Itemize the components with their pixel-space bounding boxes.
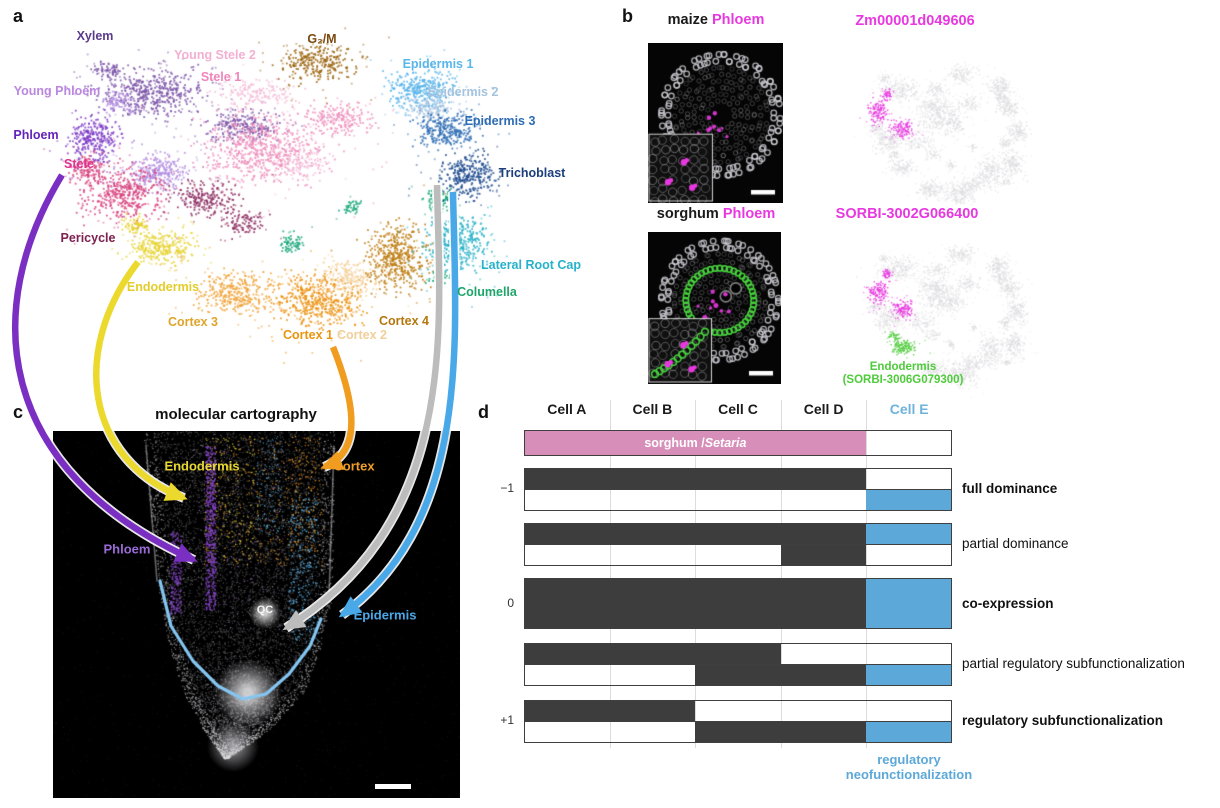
column-header-cell-c: Cell C xyxy=(718,401,758,417)
cluster-label-cortex-3: Cortex 3 xyxy=(167,315,219,329)
gridline xyxy=(609,400,611,748)
sorghum-gene-umap xyxy=(833,228,1090,403)
cartography-label-phloem: Phloem xyxy=(103,541,151,557)
dark-segment xyxy=(780,545,866,565)
dark-segment xyxy=(525,644,781,664)
gridline xyxy=(866,400,868,748)
fate-row-regulatory-subfunctionalization xyxy=(524,700,952,743)
dark-segment xyxy=(695,665,866,685)
copy-1-expression-bar xyxy=(524,468,952,490)
axis-label-full-dominance: −1 xyxy=(500,481,514,495)
copy-2-expression-bar xyxy=(524,664,952,686)
copy-1-expression-bar xyxy=(524,578,952,629)
cluster-label-columella: Columella xyxy=(457,285,517,299)
blue-segment xyxy=(865,579,951,628)
blue-segment xyxy=(865,665,951,685)
panel-d-diagram: Cell A Cell B Cell C Cell D Cell E sorghum /… xyxy=(500,400,1185,800)
cluster-label-cortex-1: Cortex 1 xyxy=(282,328,334,342)
sorghum-phloem-title: sorghum Phloem xyxy=(616,206,816,222)
sorghum-phloem-highlight: Phloem xyxy=(722,206,776,222)
axis-label-co-expression: 0 xyxy=(507,595,514,610)
fate-row-partial-regulatory-subfunctionalization xyxy=(524,643,952,686)
species-bar-row: sorghum / Setaria xyxy=(524,430,952,456)
fate-label-co-expression: co-expression xyxy=(962,595,1054,611)
cluster-label-epidermis-3: Epidermis 3 xyxy=(464,114,536,128)
panel-d-letter: d xyxy=(478,402,489,422)
panel-b-letter: b xyxy=(622,6,633,26)
copy-2-expression-bar xyxy=(524,544,952,566)
maize-label: maize xyxy=(667,12,708,28)
column-header-cell-b: Cell B xyxy=(632,401,673,417)
blue-segment xyxy=(865,722,951,742)
copy-1-expression-bar xyxy=(524,700,952,722)
footer-line2: neofunctionalization xyxy=(845,767,973,782)
fate-row-co-expression xyxy=(524,578,952,629)
cluster-label-stele: Stele xyxy=(64,157,94,171)
fate-row-full-dominance xyxy=(524,468,952,511)
sorghum-microscopy-image xyxy=(648,232,781,384)
dark-segment xyxy=(695,722,866,742)
panel-c-scale-bar xyxy=(375,784,411,789)
copy-1-expression-bar xyxy=(524,523,952,545)
cluster-label-xylem: Xylem xyxy=(76,29,114,43)
fate-label-partial-dominance: partial dominance xyxy=(962,536,1069,551)
copy-2-expression-bar xyxy=(524,721,952,743)
dark-segment xyxy=(525,701,696,721)
cluster-label-young-stele-2: Young Stele 2 xyxy=(174,48,256,62)
maize-microscopy-image xyxy=(648,43,783,203)
cartography-label-qc: QC xyxy=(256,604,274,616)
column-header-cell-a: Cell A xyxy=(547,401,587,417)
column-header-cell-e: Cell E xyxy=(889,401,929,417)
sorghum-label: sorghum xyxy=(656,206,719,222)
copy-1-expression-bar xyxy=(524,643,952,665)
dark-segment xyxy=(525,579,866,628)
fate-label-full-dominance: full dominance xyxy=(962,481,1058,496)
species-bar-label: sorghum / Setaria xyxy=(525,431,866,455)
cartography-label-endodermis: Endodermis xyxy=(164,458,240,474)
cartography-label-cortex: Cortex xyxy=(333,458,375,474)
maize-phloem-highlight: Phloem xyxy=(711,12,765,28)
maize-gene-umap xyxy=(833,48,1090,223)
species-bar-fill xyxy=(525,431,866,455)
regulatory-neofunctionalization-label: regulatory neofunctionalization xyxy=(779,752,1039,782)
cluster-label-lateral-root-cap: Lateral Root Cap xyxy=(480,258,582,272)
gridline xyxy=(695,400,697,748)
endodermis-gene-annotation: Endodermis (SORBI-3006G079300) xyxy=(798,361,1008,386)
cluster-label-cortex-2: Cortex 2 xyxy=(336,328,388,342)
fate-row-partial-dominance xyxy=(524,523,952,566)
blue-segment xyxy=(865,524,951,544)
footer-line1: regulatory xyxy=(877,752,941,767)
cluster-label-stele-1: Stele 1 xyxy=(200,70,242,84)
species-name-italic: Setaria xyxy=(704,436,747,450)
panel-c-letter: c xyxy=(13,402,24,422)
cluster-label-epidermis-1: Epidermis 1 xyxy=(402,57,474,71)
cluster-label-pericycle: Pericycle xyxy=(60,231,116,245)
cluster-label-young-phloem: Young Phloem xyxy=(13,84,101,98)
cluster-label-epidermis-2: Epidermis 2 xyxy=(427,85,499,99)
gridline xyxy=(780,400,782,748)
endodermis-annotation-line1: Endodermis xyxy=(869,361,937,373)
species-name: sorghum / xyxy=(644,436,705,450)
maize-gene-label: Zm00001d049606 xyxy=(855,13,975,29)
cluster-label-endodermis: Endodermis xyxy=(126,280,200,294)
fate-label-regulatory-subfunctionalization: regulatory subfunctionalization xyxy=(962,713,1164,728)
axis-label-regulatory-subfunctionalization: +1 xyxy=(500,713,514,727)
column-header-cell-d: Cell D xyxy=(803,401,844,417)
sorghum-gene-label: SORBI-3002G066400 xyxy=(835,206,979,222)
blue-segment xyxy=(865,490,951,510)
molecular-cartography-title: molecular cartography xyxy=(155,406,317,423)
cartography-label-epidermis: Epidermis xyxy=(353,607,417,623)
cluster-label-cortex-4: Cortex 4 xyxy=(378,314,430,328)
maize-phloem-title: maize Phloem xyxy=(616,12,816,28)
fate-label-partial-regulatory-subfunctionalization: partial regulatory subfunctionalization xyxy=(962,656,1185,671)
cluster-label-g-m: G₂/M xyxy=(307,32,337,46)
dark-segment xyxy=(525,524,866,544)
copy-2-expression-bar xyxy=(524,489,952,511)
cluster-label-trichoblast: Trichoblast xyxy=(498,166,566,180)
endodermis-annotation-line2: (SORBI-3006G079300) xyxy=(842,373,964,386)
cluster-label-phloem: Phloem xyxy=(13,128,59,142)
dark-segment xyxy=(525,469,866,489)
